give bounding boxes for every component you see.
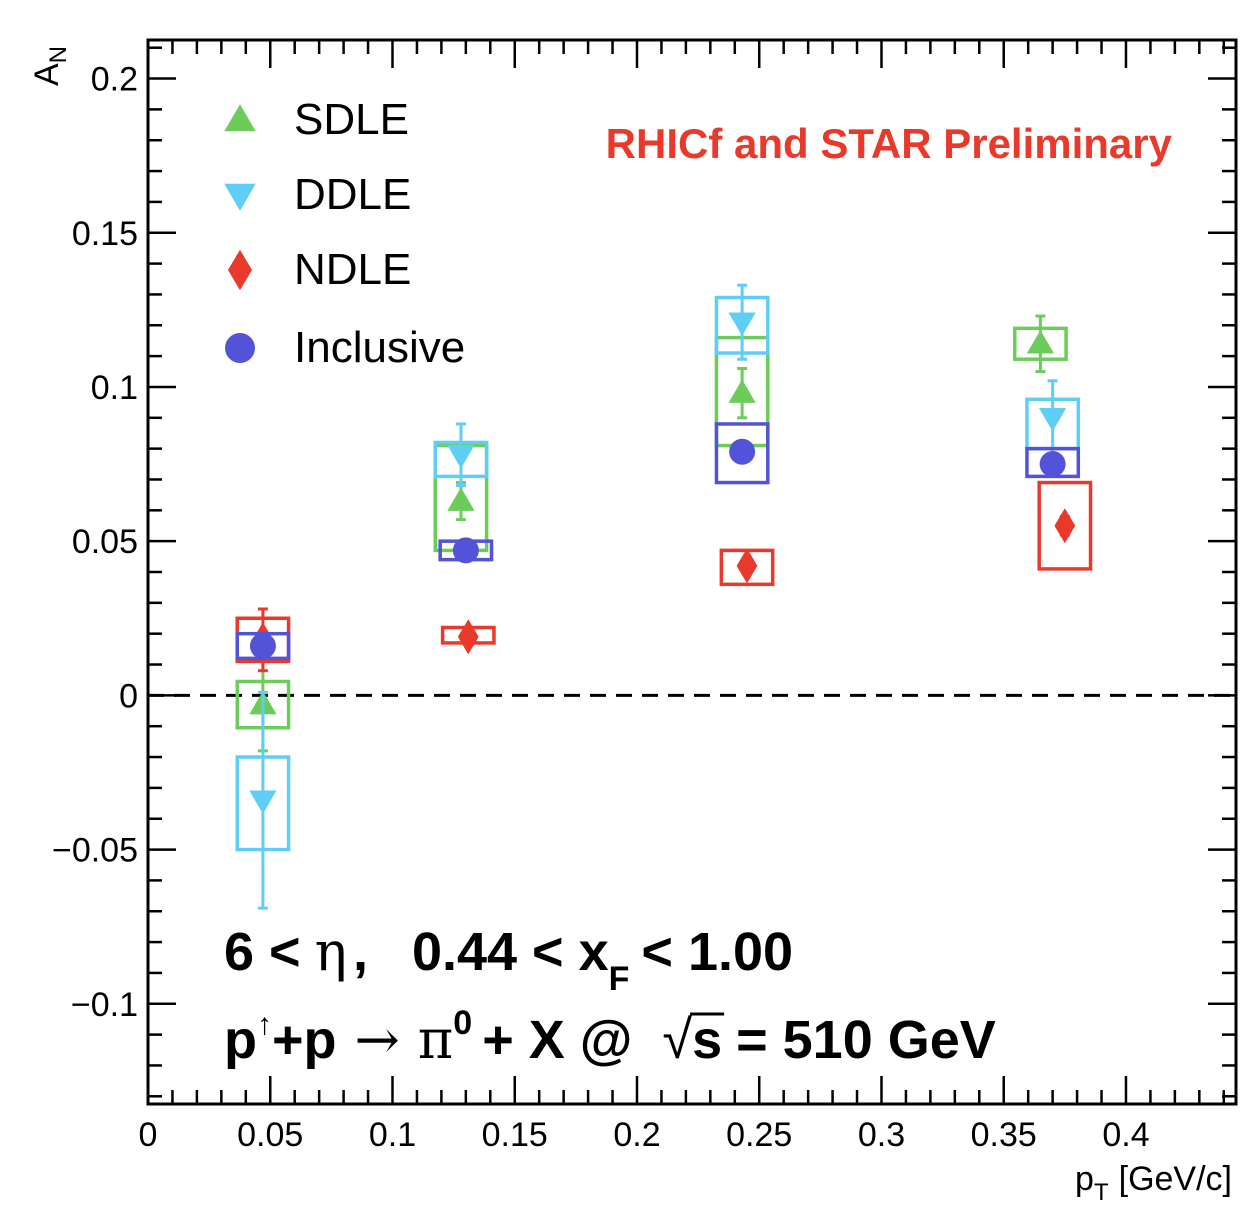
y-tick-label: 0.1 bbox=[91, 369, 138, 407]
x-axis-title-main: p bbox=[1075, 1160, 1094, 1198]
sqrt-symbol: √ bbox=[662, 1010, 692, 1070]
y-axis-title-sub: N bbox=[45, 46, 72, 63]
energy: = 510 GeV bbox=[736, 1010, 996, 1070]
eta-symbol: η bbox=[315, 920, 347, 983]
data-point bbox=[452, 537, 479, 564]
kinematics-line-2: p↑+p → π0 + X @ √s = 510 GeV bbox=[224, 1004, 996, 1071]
x-tick-label: 0.1 bbox=[369, 1116, 416, 1154]
x-tick-label: 0 bbox=[139, 1116, 158, 1154]
kinematics-line-1: 6 < η, 0.44 < xF < 1.00 bbox=[224, 920, 793, 998]
y-axis-title: AN bbox=[28, 46, 72, 86]
x-axis-title-sub: T bbox=[1094, 1179, 1109, 1206]
beam-p: p bbox=[224, 1010, 257, 1070]
axis-ticks: 0 0.05 0.1 0.15 0.2 0.25 0.3 0.35 0.4 0.2 0.15 0.1 0… bbox=[52, 40, 1236, 1154]
legend-marker bbox=[225, 333, 255, 363]
legend-label: NDLE bbox=[294, 245, 411, 294]
data-point bbox=[447, 445, 475, 469]
spin-up-symbol: ↑ bbox=[257, 1008, 272, 1041]
line1-separator: , bbox=[353, 922, 368, 982]
preliminary-label: RHICf and STAR Preliminary bbox=[606, 120, 1173, 167]
x-tick-label: 0.2 bbox=[613, 1116, 660, 1154]
systematic-box bbox=[1037, 480, 1093, 571]
y-tick-label: 0.05 bbox=[72, 523, 138, 561]
data-point bbox=[1026, 330, 1055, 354]
data-point bbox=[728, 379, 756, 403]
legend-label: SDLE bbox=[294, 95, 409, 144]
x-tick-label: 0.05 bbox=[237, 1116, 303, 1154]
x-tick-label: 0.15 bbox=[482, 1116, 548, 1154]
x-tick-label: 0.35 bbox=[971, 1116, 1037, 1154]
legend-label: Inclusive bbox=[294, 323, 465, 372]
legend-marker bbox=[228, 249, 252, 291]
y-tick-label: −0.05 bbox=[52, 832, 138, 870]
data-point bbox=[457, 619, 479, 655]
sqrt-s: s bbox=[692, 1010, 722, 1070]
x-tick-label: 0.25 bbox=[726, 1116, 792, 1154]
arrow-symbol: → bbox=[355, 1008, 400, 1071]
data-point bbox=[729, 438, 756, 465]
y-tick-label: −0.1 bbox=[71, 986, 138, 1024]
pi-superscript: 0 bbox=[453, 1004, 472, 1042]
pi-symbol: π bbox=[418, 1008, 454, 1071]
legend-label: DDLE bbox=[294, 170, 411, 219]
legend-marker bbox=[224, 183, 256, 211]
eta-lhs: 6 < bbox=[224, 922, 301, 982]
data-point bbox=[1038, 408, 1067, 432]
xf-rhs: < 1.00 bbox=[641, 922, 793, 982]
data-point bbox=[1054, 508, 1076, 544]
data-point bbox=[249, 790, 277, 814]
target-p: +p bbox=[272, 1010, 337, 1070]
series-inclusive bbox=[235, 422, 1081, 661]
legend-marker bbox=[224, 104, 256, 132]
y-axis-title-main: A bbox=[28, 63, 66, 86]
x-axis-title-unit: [GeV/c] bbox=[1119, 1160, 1232, 1198]
y-tick-label: 0.15 bbox=[72, 215, 138, 253]
data-point bbox=[249, 633, 276, 660]
x-tick-label: 0.3 bbox=[858, 1116, 905, 1154]
data-point bbox=[447, 487, 475, 511]
plot-frame bbox=[146, 38, 1238, 1106]
y-tick-label: 0.2 bbox=[91, 61, 138, 99]
xf-subscript: F bbox=[609, 960, 630, 998]
plus-x-at: + X @ bbox=[482, 1010, 632, 1070]
y-tick-label: 0 bbox=[119, 677, 138, 715]
data-layer bbox=[235, 283, 1093, 910]
data-point bbox=[736, 548, 758, 584]
x-tick-label: 0.4 bbox=[1102, 1116, 1149, 1154]
data-point bbox=[1039, 451, 1066, 478]
systematic-box bbox=[714, 422, 770, 485]
xf-lhs: 0.44 < x bbox=[412, 922, 609, 982]
x-axis-title: pT [GeV/c] bbox=[1075, 1160, 1232, 1206]
data-point bbox=[728, 312, 756, 336]
legend: SDLE DDLE NDLE Inclusive bbox=[224, 95, 465, 372]
